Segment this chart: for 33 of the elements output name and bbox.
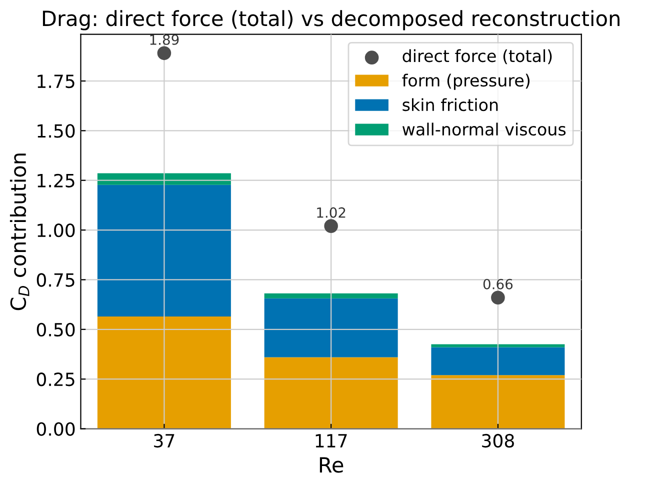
bar bbox=[97, 316, 231, 429]
x-tick-label: 308 bbox=[482, 434, 514, 448]
y-axis-title: C$_{D}$ contribution bbox=[10, 154, 30, 310]
chart-title: Drag: direct force (total) vs decomposed reconstruction bbox=[42, 10, 620, 30]
point bbox=[324, 219, 338, 233]
x-axis-title: Re bbox=[320, 457, 344, 473]
legend-label: form (pressure) bbox=[402, 74, 530, 90]
bar bbox=[431, 375, 565, 429]
y-tick-label: 1.75 bbox=[38, 74, 74, 88]
legend-label: wall-normal viscous bbox=[402, 122, 566, 136]
bar bbox=[431, 347, 565, 376]
x-tick-label: 117 bbox=[316, 434, 347, 448]
x-tick-label: 37 bbox=[154, 434, 174, 448]
y-tick-label: 1.00 bbox=[38, 223, 75, 238]
bar bbox=[264, 293, 398, 298]
bar bbox=[97, 184, 231, 316]
bar bbox=[264, 298, 398, 358]
bar bbox=[431, 344, 565, 348]
y-tick-label: 1.50 bbox=[38, 124, 75, 138]
data-label: 0.66 bbox=[483, 278, 513, 290]
bar bbox=[97, 173, 231, 185]
y-tick-label: 0.25 bbox=[36, 372, 74, 386]
data-label: 1.89 bbox=[150, 34, 179, 45]
bar bbox=[264, 357, 398, 429]
data-label: 1.02 bbox=[317, 207, 346, 218]
point bbox=[491, 290, 505, 305]
legend-label: skin friction bbox=[402, 98, 498, 112]
y-tick-label: 0.50 bbox=[36, 322, 75, 337]
legend-label: direct force (total) bbox=[402, 49, 552, 64]
y-tick-label: 0.00 bbox=[36, 422, 75, 436]
y-tick-label: 0.75 bbox=[36, 273, 74, 287]
y-tick-label: 1.25 bbox=[38, 174, 74, 188]
point bbox=[157, 46, 172, 60]
